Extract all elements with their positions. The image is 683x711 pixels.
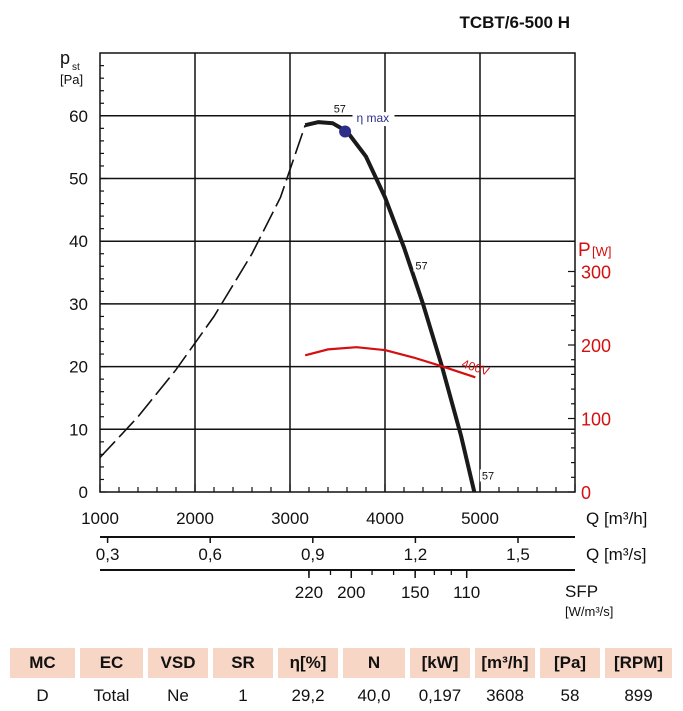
eta-max-point: [339, 125, 352, 138]
y2-tick-label: 300: [581, 263, 611, 283]
power-voltage-label: 400V: [460, 357, 491, 379]
y-axis-label: p: [60, 48, 70, 68]
curve-label-bg: [479, 469, 496, 482]
x2-tick-label: 0,9: [301, 545, 325, 564]
pressure-curve-dashed: [99, 124, 306, 459]
sfp-tick-label: 220: [295, 583, 323, 602]
table-value-cell: D: [36, 686, 49, 705]
table-header-cell: η[%]: [278, 648, 338, 678]
curve-label-bg: [331, 102, 348, 115]
table-header-cell: SR: [213, 648, 273, 678]
y2-axis-unit: [W]: [592, 244, 612, 259]
y-tick-label: 20: [69, 358, 88, 377]
table-header-cell: [RPM]: [605, 648, 672, 678]
table-header-cell: [kW]: [410, 648, 470, 678]
sfp-tick-label: 150: [401, 583, 429, 602]
y2-tick-label: 0: [581, 483, 591, 503]
x-tick-label: 4000: [366, 509, 404, 528]
power-curve-power-400V: [304, 346, 476, 379]
x-axis-label: Q [m³/h]: [586, 509, 647, 528]
y-axis-label-sub: st: [72, 62, 80, 73]
table-header-cell: VSD: [148, 648, 208, 678]
x-tick-label: 2000: [176, 509, 214, 528]
x2-tick-label: 0,6: [198, 545, 222, 564]
y-tick-label: 60: [69, 107, 88, 126]
table-header-cell: [Pa]: [540, 648, 600, 678]
y-tick-label: 50: [69, 170, 88, 189]
table-header-cell: EC: [80, 648, 143, 678]
eta-max-label: η max: [357, 111, 390, 125]
sfp-tick-label: 110: [453, 583, 480, 602]
table-value-cell: 58: [560, 686, 580, 705]
table-header-cell: MC: [10, 648, 75, 678]
table-header-cell: [m³/h]: [475, 648, 535, 678]
chart-title: TCBT/6-500 H: [459, 13, 570, 32]
table-header-cell: N: [343, 648, 405, 678]
specs-table: MC EC VSD SR η[%] N [kW] [m³/h] [Pa] [RPM] D Total N…: [10, 648, 672, 708]
table-value-cell: Total: [93, 686, 130, 705]
x2-tick-label: 1,2: [404, 545, 428, 564]
y-axis-unit: [Pa]: [60, 72, 83, 87]
table-value-cell: Ne: [167, 686, 189, 705]
table-value-cell: 1: [238, 686, 248, 705]
sfp-axis-label: SFP: [565, 582, 598, 601]
y-tick-label: 30: [69, 295, 88, 314]
table-value-cell: 29,2: [291, 686, 325, 705]
x-tick-label: 5000: [461, 509, 499, 528]
table-value-cell: 40,0: [357, 686, 391, 705]
eta-label-bg: [352, 112, 395, 127]
pressure-curve: [304, 120, 477, 493]
sfp-axis-unit: [W/m³/s]: [565, 604, 613, 619]
y2-axis-label: P: [578, 240, 591, 261]
x2-tick-label: 0,3: [96, 545, 120, 564]
x2-axis-label: Q [m³/s]: [586, 545, 646, 564]
x-tick-label: 3000: [271, 509, 309, 528]
y2-tick-label: 100: [581, 410, 611, 430]
x2-tick-label: 1,5: [506, 545, 530, 564]
curve-speed-label: 57: [482, 470, 494, 482]
table-value-cell: 3608: [486, 686, 524, 705]
y-tick-label: 0: [79, 483, 88, 502]
y-tick-label: 10: [69, 420, 88, 439]
curve-speed-label: 57: [334, 104, 346, 116]
curve-label-bg: [413, 259, 430, 272]
sfp-tick-label: 200: [337, 583, 365, 602]
plot-frame: [99, 52, 576, 493]
y-tick-label: 40: [69, 232, 88, 251]
table-value-cell: 0,197: [418, 686, 462, 705]
y2-tick-label: 200: [581, 336, 611, 356]
fan-performance-chart: TCBT/6-500 H 0 10 20 30 40 50 60 0 100 200 300 p st[P…: [60, 13, 647, 619]
table-value-cell: 899: [624, 686, 653, 705]
curve-speed-label: 57: [415, 260, 427, 272]
x-tick-label: 1000: [81, 509, 119, 528]
